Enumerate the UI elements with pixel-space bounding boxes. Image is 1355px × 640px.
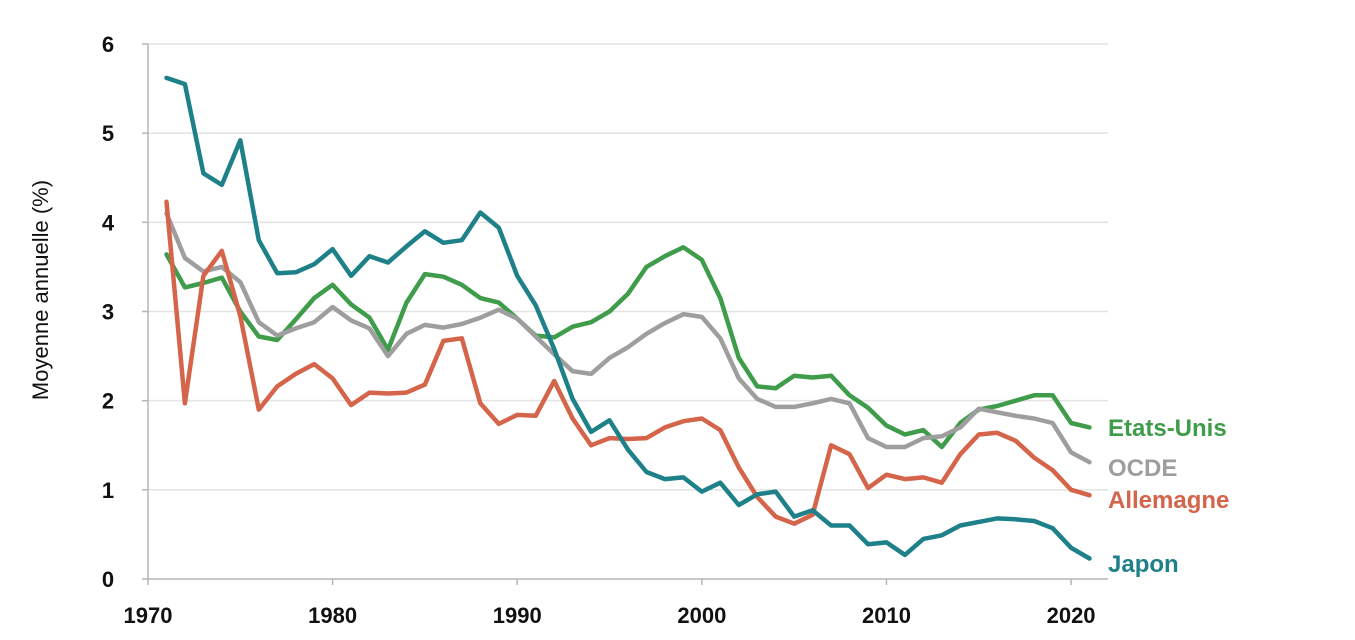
series-label-ocde: OCDE (1108, 455, 1177, 482)
series-label-japon: Japon (1108, 551, 1179, 578)
y-tick-label: 4 (102, 210, 115, 235)
y-tick-label: 6 (102, 32, 114, 57)
y-tick-label: 3 (102, 300, 114, 325)
x-tick-label: 2020 (1047, 603, 1096, 628)
series-line-allemagne (164, 199, 1092, 526)
series-label-allemagne: Allemagne (1108, 487, 1229, 514)
series-line-ocde (164, 211, 1092, 465)
series-lines (164, 75, 1092, 561)
y-tick-label: 0 (102, 567, 114, 592)
x-tick-label: 1980 (308, 603, 357, 628)
y-tick-label: 5 (102, 121, 114, 146)
gridlines (148, 43, 1108, 491)
x-tick-label: 1990 (493, 603, 542, 628)
y-tick-label: 1 (102, 478, 114, 503)
axes (142, 43, 1108, 585)
series-label-etats-unis: Etats-Unis (1108, 415, 1227, 442)
series-labels: Etats-Unis OCDE Allemagne Japon (1108, 415, 1229, 578)
series-line-etats-unis (164, 245, 1092, 450)
x-tick-label: 2000 (677, 603, 726, 628)
tick-labels: 0 1 2 3 4 5 6 1970 1980 1990 2000 2010 2020 (102, 32, 1096, 628)
y-axis-label: Moyenne annuelle (%) (28, 180, 53, 400)
x-tick-label: 2010 (862, 603, 911, 628)
series-line-japon (164, 75, 1092, 561)
x-tick-label: 1970 (124, 603, 173, 628)
y-tick-label: 2 (102, 389, 114, 414)
